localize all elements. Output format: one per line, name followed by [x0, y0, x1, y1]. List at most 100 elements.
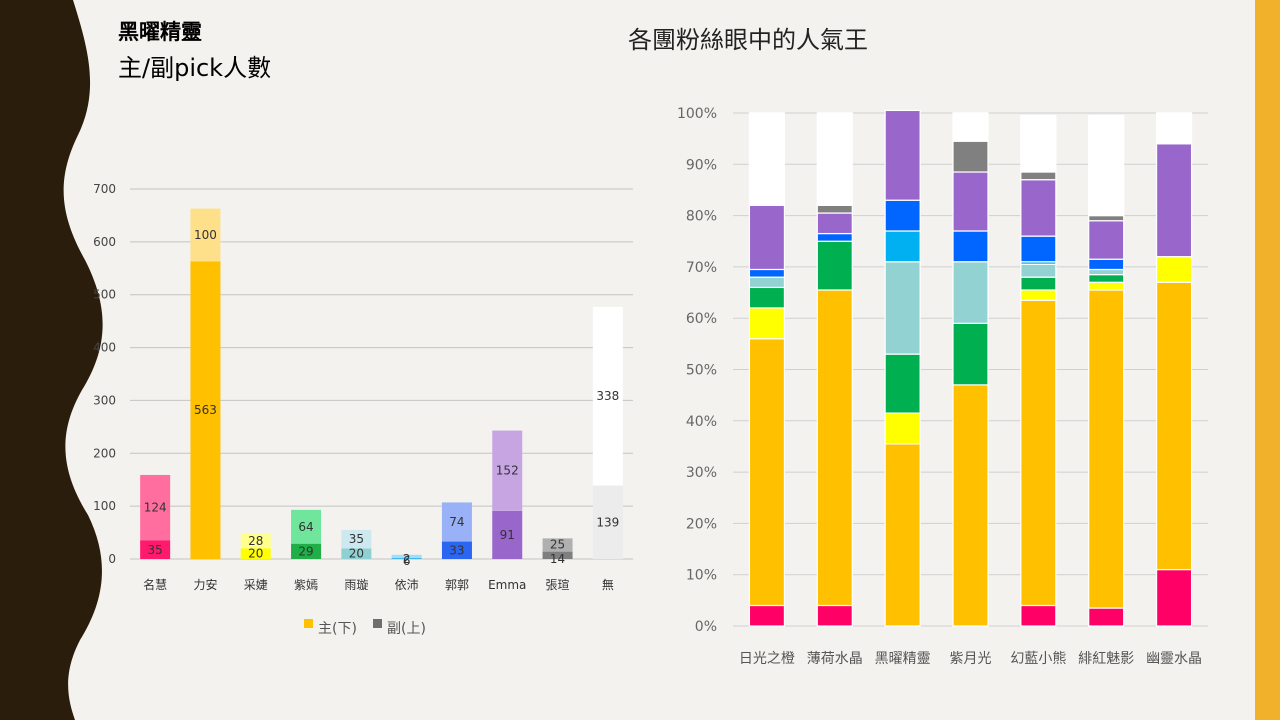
data-label-main: 139: [596, 515, 619, 529]
bar-main: [190, 261, 221, 559]
wavy-left-border: [0, 0, 103, 720]
data-label-sub: 74: [449, 515, 464, 529]
y-tick-label: 500: [93, 288, 116, 302]
stacked-segment: [748, 286, 786, 309]
stacked-segment: [816, 112, 853, 206]
stacked-segment: [952, 112, 989, 142]
stacked-segment: [884, 230, 921, 263]
bar-main: [492, 510, 523, 559]
data-label-main: 29: [298, 544, 313, 558]
stacked-segment: [748, 112, 786, 206]
stacked-segment: [1088, 268, 1125, 276]
data-label-main: 14: [550, 552, 565, 566]
data-label-main: 563: [194, 403, 217, 417]
x-tick-label: 名慧: [143, 577, 167, 592]
stacked-segment: [952, 140, 989, 173]
stacked-segment: [1020, 276, 1057, 291]
y-tick-label: 300: [93, 393, 116, 407]
bar-sub: [441, 502, 472, 542]
bar-sub: [291, 509, 322, 544]
data-label-sub: 6: [403, 554, 411, 568]
y-tick-label: 70%: [686, 260, 717, 276]
right-chart-title: 各團粉絲眼中的人氣王: [628, 26, 868, 54]
stacked-segment: [816, 240, 853, 291]
data-label-sub: 338: [596, 389, 619, 403]
stacked-segment: [748, 604, 786, 627]
data-label-sub: 25: [550, 537, 565, 551]
x-tick-label: 日光之橙: [739, 651, 795, 667]
data-label-sub: 64: [298, 520, 313, 534]
y-tick-label: 100%: [677, 106, 717, 122]
x-tick-label: 力安: [193, 577, 217, 592]
stacked-segment: [1155, 281, 1193, 571]
x-tick-label: 雨璇: [344, 577, 368, 592]
legend-label-main: 主(下): [318, 621, 357, 637]
x-tick-label: 紫嫣: [294, 578, 318, 592]
stacked-segment: [816, 204, 853, 214]
bar-main: [441, 541, 472, 559]
stacked-segment: [884, 199, 921, 232]
stacked-segment: [1155, 112, 1193, 145]
y-tick-label: 80%: [686, 209, 717, 225]
x-tick-label: 郭郭: [445, 578, 469, 592]
stacked-segment: [1020, 179, 1057, 237]
stacked-segment: [816, 232, 853, 242]
stacked-segment: [748, 307, 786, 340]
x-tick-label: 幻藍小熊: [1010, 651, 1066, 667]
x-tick-label: 緋紅魅影: [1078, 651, 1134, 667]
stacked-segment: [1155, 143, 1193, 258]
data-label-sub: 124: [144, 501, 167, 515]
right-accent-strip: [1255, 0, 1280, 720]
stacked-segment: [1020, 263, 1057, 278]
y-tick-label: 600: [93, 235, 116, 249]
stacked-segment: [748, 338, 786, 607]
data-label-main: 91: [500, 528, 515, 542]
x-tick-label: 紫月光: [950, 651, 992, 667]
stacked-segment: [1155, 256, 1193, 283]
stacked-segment: [884, 353, 921, 414]
stacked-segment: [884, 109, 921, 201]
page-title: 黑曜精靈: [118, 20, 202, 44]
bar-main: [592, 485, 623, 559]
x-tick-label: 采婕: [244, 578, 268, 592]
y-tick-label: 90%: [686, 157, 717, 173]
y-tick-label: 40%: [686, 414, 717, 430]
x-tick-label: 張瑄: [546, 577, 570, 592]
stacked-segment: [748, 276, 786, 289]
y-tick-label: 20%: [686, 516, 717, 532]
stacked-segment: [1088, 220, 1125, 260]
stacked-segment: [1020, 604, 1057, 627]
stacked-segment: [1155, 568, 1193, 627]
stacked-segment: [952, 230, 989, 263]
x-tick-label: 薄荷水晶: [807, 651, 863, 667]
stacked-segment: [952, 322, 989, 386]
legend-label-sub: 副(上): [387, 621, 426, 637]
data-label-main: 2: [403, 552, 411, 566]
legend-swatch-sub: [373, 619, 382, 628]
bar-sub: [240, 533, 271, 549]
stacked-segment: [1088, 289, 1125, 609]
y-tick-label: 700: [93, 182, 116, 196]
stacked-segment: [1088, 607, 1125, 627]
stacked-segment: [1088, 258, 1125, 271]
bar-sub: [190, 208, 221, 262]
legend-swatch-main: [304, 619, 313, 628]
y-tick-label: 0: [108, 552, 116, 566]
stacked-segment: [952, 384, 989, 627]
stacked-segment: [1020, 299, 1057, 607]
stacked-segment: [1020, 235, 1057, 263]
x-tick-label: 幽靈水晶: [1146, 651, 1202, 667]
bar-main: [391, 557, 422, 559]
y-tick-label: 60%: [686, 311, 717, 327]
bar-main: [240, 548, 271, 559]
x-tick-label: 黑曜精靈: [875, 651, 931, 667]
y-tick-label: 400: [93, 341, 116, 355]
stacked-segment: [816, 212, 853, 235]
data-label-main: 20: [349, 547, 364, 561]
stacked-segment: [1088, 281, 1125, 291]
x-tick-label: 依沛: [395, 577, 419, 592]
stacked-segment: [884, 443, 921, 627]
stacked-segment: [1020, 289, 1057, 301]
